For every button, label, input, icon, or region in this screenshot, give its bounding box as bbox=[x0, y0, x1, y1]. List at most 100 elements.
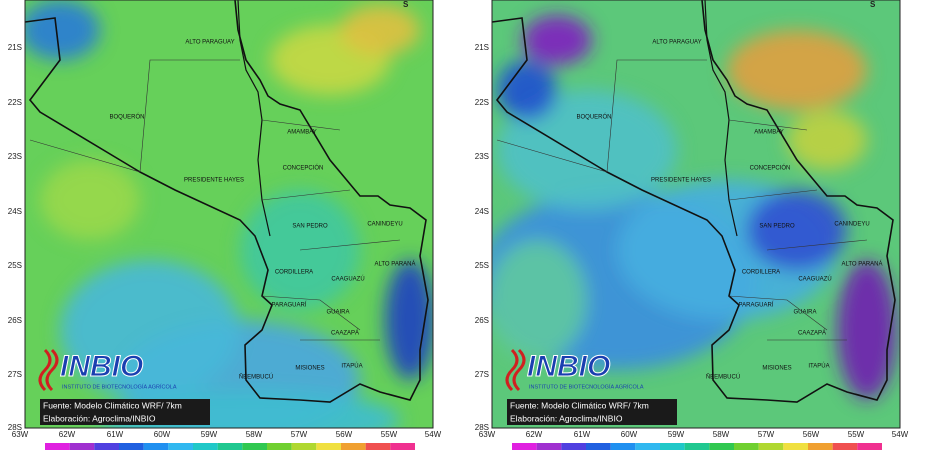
colorbar-swatch bbox=[242, 443, 267, 450]
colorbar-swatch bbox=[586, 443, 611, 450]
colorbar-swatch bbox=[857, 443, 882, 450]
map-shading bbox=[492, 15, 897, 400]
shade-area bbox=[25, 0, 100, 60]
colorbar-swatch bbox=[684, 443, 710, 450]
colorbar-swatch bbox=[217, 443, 243, 450]
lon-label: 61W bbox=[574, 430, 591, 439]
department-label: CAAZAPÁ bbox=[331, 330, 359, 337]
lat-label: 25S bbox=[8, 261, 22, 270]
lat-label: 21S bbox=[8, 43, 22, 52]
lon-label: 63W bbox=[479, 430, 496, 439]
lon-label: 55W bbox=[381, 430, 398, 439]
lat-label: 25S bbox=[475, 261, 489, 270]
department-lines bbox=[496, 59, 868, 341]
colorbar-swatch bbox=[734, 443, 759, 450]
lat-label: 28S bbox=[475, 423, 489, 432]
map-frame bbox=[24, 0, 434, 429]
colorbar-swatch bbox=[168, 443, 193, 450]
colorbar-swatch bbox=[610, 443, 636, 450]
lon-label: 56W bbox=[803, 430, 820, 439]
department-label: MISIONES bbox=[295, 366, 324, 372]
department-label: ÑEEMBUCÚ bbox=[239, 374, 273, 381]
department-label: CORDILLERA bbox=[742, 270, 780, 276]
colorbar-swatch bbox=[365, 443, 391, 450]
department-label: SAN PEDRO bbox=[292, 224, 328, 230]
colorbar-swatch bbox=[758, 443, 784, 450]
river bbox=[237, 0, 271, 237]
colorbar-swatch bbox=[808, 443, 833, 450]
department-label: ITAPÚA bbox=[341, 363, 362, 370]
department-label: PRESIDENTE HAYES bbox=[184, 178, 244, 184]
map-frame bbox=[491, 0, 901, 429]
department-label: BOQUERÓN bbox=[576, 114, 611, 121]
river bbox=[704, 0, 738, 237]
lon-label: 55W bbox=[848, 430, 865, 439]
colorbar-swatch bbox=[783, 443, 808, 450]
department-label: BOQUERÓN bbox=[109, 114, 144, 121]
shade-area bbox=[497, 60, 557, 120]
department-label: CONCEPCIÓN bbox=[283, 165, 324, 172]
lat-label: 22S bbox=[475, 98, 489, 107]
department-label: AMAMBAY bbox=[754, 130, 784, 136]
department-label: PARAGUARÍ bbox=[739, 302, 774, 309]
colorbar-swatch bbox=[94, 443, 119, 450]
lat-label: 22S bbox=[8, 98, 22, 107]
lat-label: 26S bbox=[475, 316, 489, 325]
shade-area bbox=[492, 240, 587, 360]
logo-subtitle: INSTITUTO DE BIOTECNOLOGÍA AGRÍCOLA bbox=[62, 383, 177, 390]
lat-label: 26S bbox=[8, 316, 22, 325]
map-field bbox=[492, 0, 900, 428]
colorbar-swatch bbox=[341, 443, 366, 450]
lat-label: 24S bbox=[8, 207, 22, 216]
colorbar-swatch bbox=[193, 443, 218, 450]
source-text: Fuente: Modelo Climático WRF/ 7km bbox=[43, 400, 182, 410]
colorbar-swatch bbox=[119, 443, 144, 450]
colorbar-swatch bbox=[709, 443, 734, 450]
department-label: ITAPÚA bbox=[808, 363, 829, 370]
department-lines bbox=[29, 59, 401, 341]
shade-area bbox=[60, 260, 240, 400]
lon-label: 54W bbox=[425, 430, 442, 439]
department-label: GUAIRA bbox=[326, 310, 349, 316]
lat-label: 23S bbox=[475, 152, 489, 161]
colorbar-swatch bbox=[660, 443, 685, 450]
colorbar-swatch bbox=[536, 443, 562, 450]
lat-label: 23S bbox=[8, 152, 22, 161]
shade-area bbox=[497, 90, 677, 210]
colorbar-swatch bbox=[69, 443, 95, 450]
colorbar-swatch bbox=[561, 443, 586, 450]
department-label: PRESIDENTE HAYES bbox=[651, 178, 711, 184]
department-label: ALTO PARANÁ bbox=[374, 261, 415, 268]
shade-area bbox=[340, 5, 420, 55]
colorbar-swatch bbox=[832, 443, 858, 450]
colorbar-swatch bbox=[316, 443, 341, 450]
colorbar-swatch bbox=[390, 443, 415, 450]
source-text: Fuente: Modelo Climático WRF/ 7km bbox=[510, 400, 649, 410]
colorbar-swatch bbox=[512, 443, 537, 450]
department-label: CAAGUAZÚ bbox=[798, 276, 831, 283]
department-label: ALTO PARAGUAY bbox=[652, 40, 701, 46]
colorbar-swatch bbox=[143, 443, 169, 450]
corner-label: S bbox=[870, 0, 876, 9]
country-border bbox=[492, 0, 896, 403]
lon-label: 59W bbox=[668, 430, 685, 439]
lon-label: 58W bbox=[713, 430, 730, 439]
lat-label: 24S bbox=[475, 207, 489, 216]
lon-label: 57W bbox=[758, 430, 775, 439]
department-label: CANINDEYU bbox=[834, 222, 869, 228]
lat-label: 28S bbox=[8, 423, 22, 432]
lon-label: 62W bbox=[59, 430, 76, 439]
map-panel: ALTO PARAGUAY BOQUERÓN PRESIDENTE HAYES AMA… bbox=[475, 0, 909, 450]
credit-text: Elaboración: Agroclima/INBIO bbox=[43, 413, 156, 423]
logo-icon bbox=[505, 348, 526, 392]
lon-label: 54W bbox=[892, 430, 909, 439]
department-label: CAAGUAZÚ bbox=[331, 276, 364, 283]
shade-area bbox=[837, 260, 897, 400]
department-label: AMAMBAY bbox=[287, 130, 317, 136]
lat-label: 21S bbox=[475, 43, 489, 52]
department-label: ALTO PARAGUAY bbox=[185, 40, 234, 46]
lon-label: 60W bbox=[154, 430, 171, 439]
department-label: MISIONES bbox=[762, 366, 791, 372]
logo-name: INBIO bbox=[60, 350, 143, 383]
